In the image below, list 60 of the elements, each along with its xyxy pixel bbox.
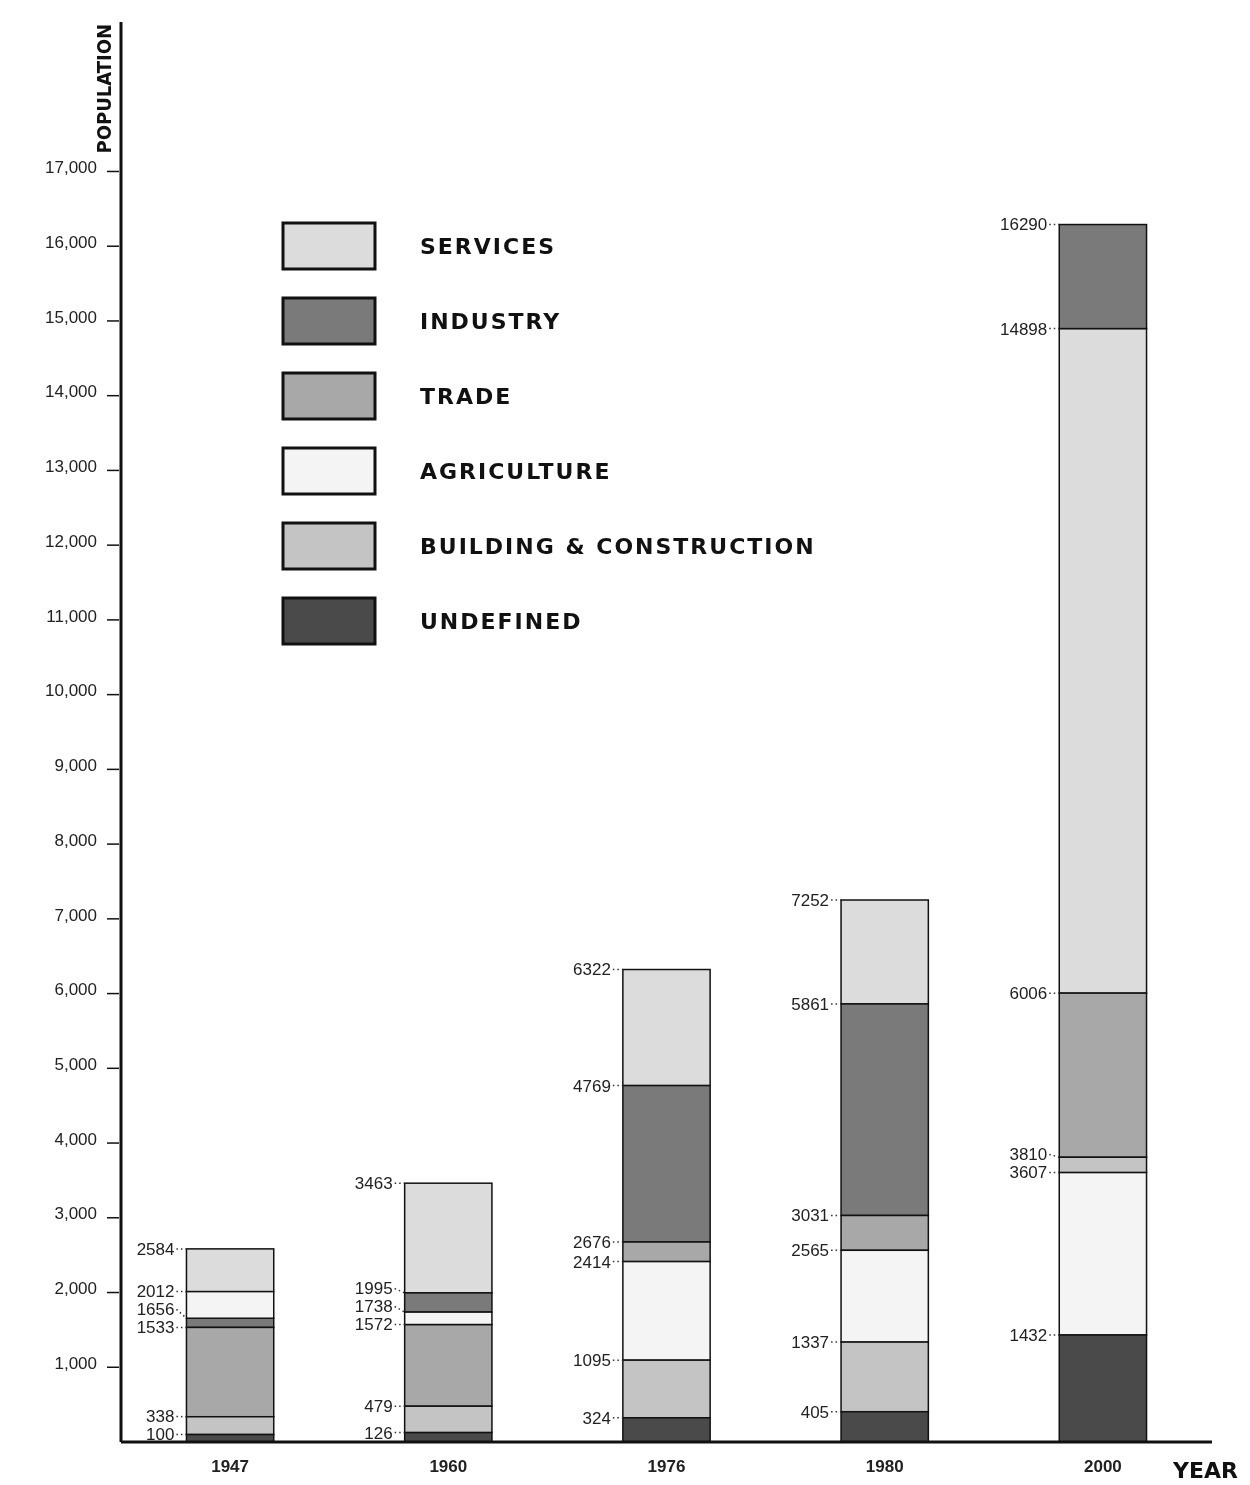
data-label: 2012 [136, 1282, 175, 1302]
data-label: 1995 [354, 1279, 393, 1299]
data-label: 1533 [136, 1318, 175, 1338]
x-tick-label: 1947 [211, 1457, 250, 1476]
data-label: 3031 [791, 1206, 830, 1226]
data-label: 14898 [999, 319, 1048, 339]
data-label: 1337 [791, 1333, 830, 1353]
data-label: 16290 [999, 215, 1048, 235]
y-tick-label: 7,000 [54, 905, 97, 925]
data-label: 1738 [354, 1297, 393, 1317]
data-label: 324 [582, 1408, 611, 1428]
y-tick-label: 1,000 [54, 1353, 97, 1373]
data-label: 3463 [354, 1174, 393, 1194]
y-tick-label: 4,000 [54, 1129, 97, 1149]
y-tick-label: 10,000 [45, 681, 97, 701]
legend-label: BUILDING & CONSTRUCTION [420, 533, 816, 559]
data-label: 100 [146, 1425, 175, 1445]
legend-label: SERVICES [420, 233, 557, 259]
legend-label: UNDEFINED [420, 608, 583, 634]
data-label: 5861 [791, 994, 830, 1014]
data-label: 126 [364, 1423, 393, 1443]
x-tick-label: 1980 [865, 1457, 904, 1476]
data-label: 2584 [136, 1239, 175, 1259]
x-axis-title: YEAR [1172, 1458, 1239, 1483]
y-tick-label: 17,000 [45, 158, 97, 178]
y-tick-label: 5,000 [54, 1055, 97, 1075]
data-label: 3607 [1009, 1163, 1048, 1183]
y-tick-label: 15,000 [45, 307, 97, 327]
x-tick-label: 2000 [1083, 1457, 1122, 1476]
data-label: 405 [800, 1402, 830, 1422]
data-label: 2676 [573, 1232, 611, 1252]
legend-label: TRADE [420, 383, 513, 409]
data-label: 3810 [1009, 1145, 1048, 1165]
data-label: 4769 [573, 1076, 611, 1096]
x-tick-label: 1976 [647, 1457, 686, 1476]
y-tick-label: 6,000 [54, 980, 97, 1000]
data-label: 1572 [354, 1315, 393, 1335]
data-label: 2414 [573, 1252, 611, 1272]
y-tick-label: 16,000 [45, 232, 97, 252]
data-label: 6322 [573, 960, 611, 980]
y-tick-label: 13,000 [45, 457, 97, 477]
y-tick-label: 12,000 [45, 531, 97, 551]
data-label: 1095 [573, 1351, 611, 1371]
data-label: 7252 [791, 890, 830, 910]
y-tick-label: 3,000 [54, 1204, 97, 1224]
data-label: 1656 [136, 1300, 175, 1320]
y-tick-label: 2,000 [54, 1279, 97, 1299]
y-axis-title: POPULATION [92, 24, 116, 154]
x-tick-label: 1960 [429, 1457, 468, 1476]
legend-label: INDUSTRY [420, 308, 562, 334]
legend-label: AGRICULTURE [420, 458, 612, 484]
y-tick-label: 8,000 [54, 830, 97, 850]
data-label: 479 [364, 1397, 393, 1417]
data-label: 1432 [1009, 1325, 1048, 1345]
data-label: 6006 [1009, 984, 1048, 1004]
y-tick-label: 9,000 [54, 756, 97, 776]
data-label: 2565 [791, 1241, 830, 1261]
data-label: 338 [146, 1407, 175, 1427]
y-tick-label: 14,000 [45, 382, 97, 402]
y-tick-label: 11,000 [46, 606, 97, 626]
